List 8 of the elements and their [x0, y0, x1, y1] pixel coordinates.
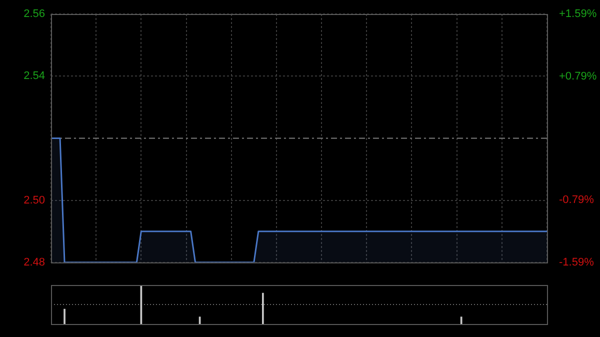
y2-tick-label: +0.79%: [559, 70, 597, 83]
y-tick-label: 2.50: [24, 194, 45, 206]
y-tick-label: 2.54: [24, 70, 45, 82]
y2-tick-label: -0.79%: [559, 194, 594, 206]
y-tick-label: 2.56: [24, 8, 45, 20]
y2-tick-label: +1.59%: [559, 8, 597, 20]
y-tick-label: 2.48: [24, 256, 45, 268]
y2-tick-label: -1.59%: [559, 256, 594, 268]
